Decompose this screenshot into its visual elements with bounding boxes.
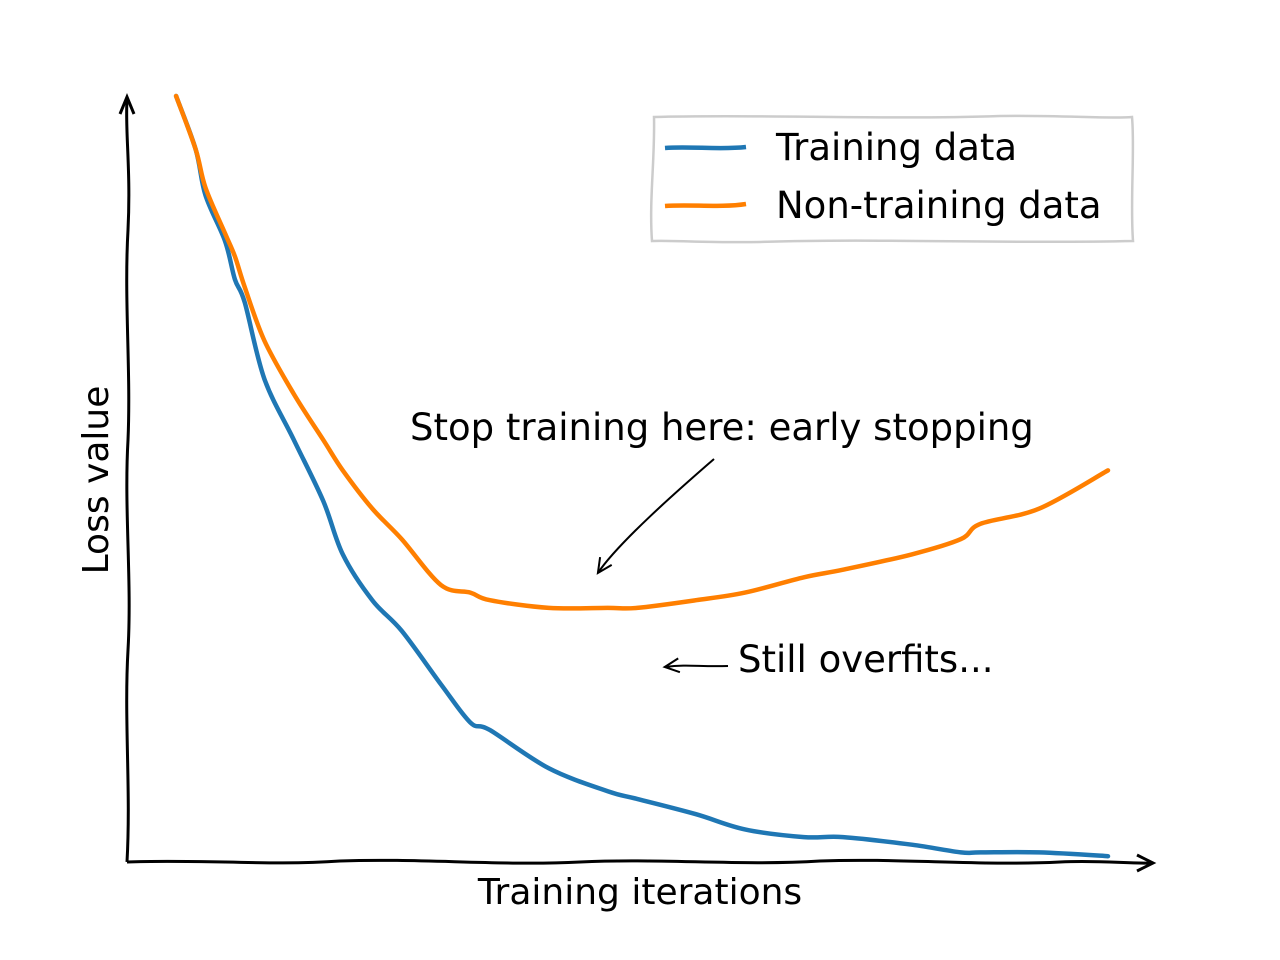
x-axis-label: Training iterations [477,872,802,913]
plot-area: Stop training here: early stopping Still… [118,93,1157,873]
annotation-arrowhead-overfits [662,657,681,674]
annotation-still-overfits: Still overfits... [738,638,993,681]
x-axis-arrowhead [1136,853,1157,873]
y-axis-label: Loss value [76,386,117,575]
x-axis [126,858,1153,865]
legend-label-non-training-data: Non-training data [776,184,1102,227]
legend-swatch-non-training-data [664,201,747,209]
annotation-arrow-early-stopping [597,458,715,574]
legend: Training data Non-training data [649,114,1135,244]
y-axis [125,99,131,863]
y-axis-arrowhead [118,93,136,115]
legend-label-training-data: Training data [775,126,1017,169]
series-line-non-training-data [173,93,1111,611]
legend-frame [649,114,1135,244]
legend-swatch-training-data [664,144,747,151]
annotation-early-stopping: Stop training here: early stopping [410,406,1034,449]
annotation-arrow-overfits [664,664,729,668]
annotation-arrowhead-early-stopping [596,556,613,575]
series-line-training-data [173,93,1111,859]
